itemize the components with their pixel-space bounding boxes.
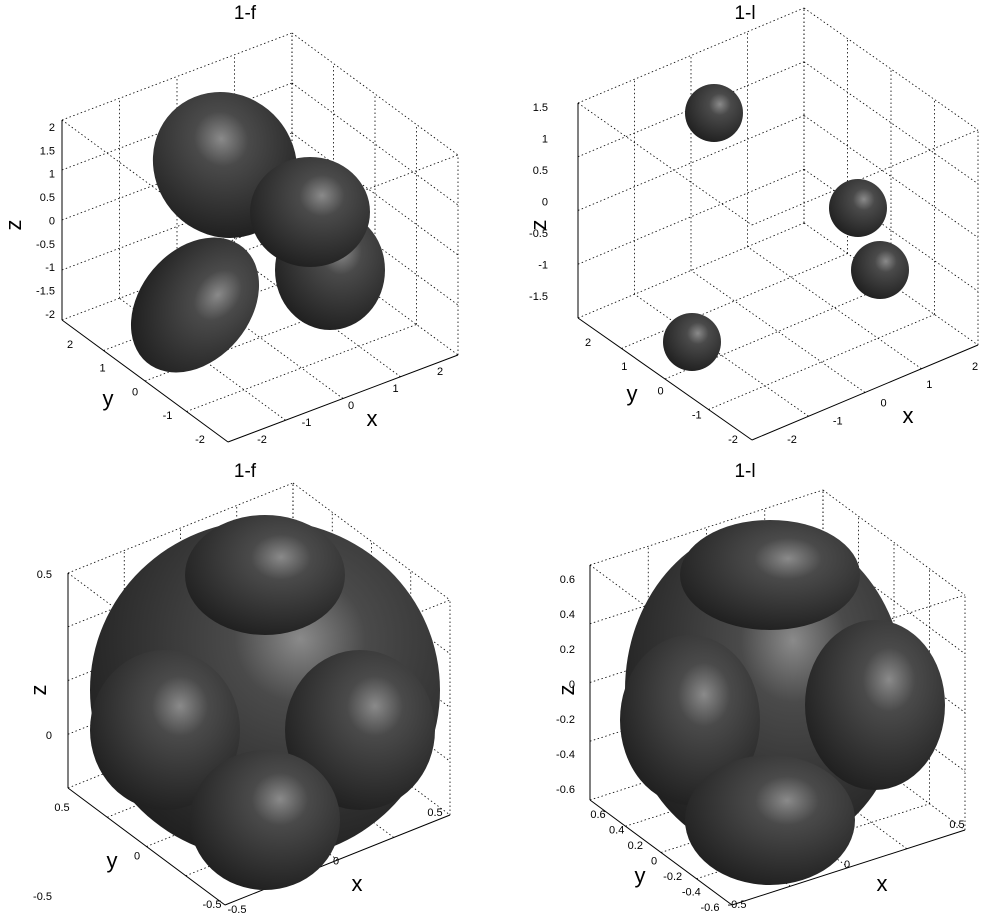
axis-label: z	[1, 220, 26, 231]
surface	[105, 212, 286, 398]
x-tick-label: -2	[787, 434, 797, 446]
x-tick-label: 0	[348, 400, 354, 412]
y-tick-label: 0.2	[628, 840, 643, 852]
axis-label: x	[903, 403, 914, 428]
y-tick-label: 1	[99, 363, 105, 375]
z-tick-label: 1.5	[40, 145, 55, 157]
y-tick-label: -2	[728, 434, 738, 446]
z-tick-label: 1	[542, 133, 548, 145]
x-tick-label: 1	[926, 379, 932, 391]
surface	[185, 515, 345, 635]
z-tick-label: 2	[49, 122, 55, 134]
panel-title: 1-l	[734, 461, 755, 482]
surface	[685, 755, 855, 885]
z-tick-label: -2	[45, 309, 55, 321]
grid-line	[622, 254, 848, 349]
z-tick-label: -0.2	[556, 714, 575, 726]
surface	[685, 84, 743, 142]
surface	[851, 241, 909, 299]
axis-label: y	[635, 863, 646, 888]
axis-label: x	[367, 406, 378, 431]
y-tick-label: -0.5	[203, 899, 222, 911]
axis-label: y	[627, 381, 638, 406]
z-tick-label: 0	[46, 730, 52, 742]
y-tick-label: -0.6	[701, 902, 720, 914]
z-tick-label: -1.5	[529, 291, 548, 303]
x-tick-label: 1	[392, 383, 398, 395]
y-tick-label: 1	[621, 361, 627, 373]
x-tick-label: 0.5	[427, 807, 442, 819]
x-tick-label: -1	[302, 417, 312, 429]
x-tick-label: 2	[972, 361, 978, 373]
y-tick-label: -1	[692, 410, 702, 422]
z-tick-label: -0.4	[556, 749, 575, 761]
x-tick-label: 0	[844, 859, 850, 871]
y-tick-label: 0.4	[609, 824, 624, 836]
panel-title: 1-f	[234, 461, 257, 482]
y-tick-label: 0	[657, 385, 663, 397]
axis-label: y	[107, 848, 118, 873]
x-tick-label: -1	[833, 416, 843, 428]
surface	[680, 520, 860, 630]
axis-label: y	[103, 386, 114, 411]
x-tick-label: -2	[257, 434, 267, 446]
x-tick-label: -0.5	[728, 899, 747, 911]
z-tick-label: -0.6	[556, 784, 575, 796]
y-tick-label: 2	[67, 339, 73, 351]
panel-title: 1-f	[234, 3, 257, 24]
surface	[829, 179, 887, 237]
x-tick-label: 2	[437, 366, 443, 378]
x-tick-label: 0	[880, 397, 886, 409]
z-tick-label: -0.5	[33, 891, 52, 903]
x-tick-label: 0.5	[949, 819, 964, 831]
axis-label: z	[26, 685, 51, 696]
z-tick-label: 0	[569, 679, 575, 691]
axis-line	[228, 355, 458, 442]
y-tick-label: -2	[195, 434, 205, 446]
panel-title: 1-l	[734, 3, 755, 24]
x-tick-label: 0	[333, 855, 339, 867]
y-tick-label: 0	[132, 386, 138, 398]
z-tick-label: 0.5	[533, 165, 548, 177]
z-tick-label: 1	[49, 169, 55, 181]
surface	[663, 313, 721, 371]
z-tick-label: -0.5	[36, 239, 55, 251]
z-tick-label: 0	[542, 196, 548, 208]
z-tick-label: -1	[45, 262, 55, 274]
z-tick-label: 0.6	[560, 574, 575, 586]
y-tick-label: 2	[585, 337, 591, 349]
surface	[805, 620, 945, 790]
y-tick-label: -1	[163, 410, 173, 422]
z-tick-label: -1.5	[36, 286, 55, 298]
y-tick-label: 0.5	[54, 802, 69, 814]
y-tick-label: -0.4	[682, 886, 701, 898]
surface	[250, 157, 370, 267]
z-tick-label: 0	[49, 215, 55, 227]
surface	[190, 750, 340, 890]
z-tick-label: -0.5	[529, 228, 548, 240]
z-tick-label: -1	[538, 259, 548, 271]
axis-label: x	[877, 871, 888, 896]
z-tick-label: 0.5	[37, 569, 52, 581]
x-tick-label: -0.5	[228, 904, 247, 915]
axis-label: x	[352, 871, 363, 896]
z-tick-label: 0.4	[560, 609, 575, 621]
axis-line	[752, 345, 978, 440]
y-tick-label: 0.6	[590, 809, 605, 821]
z-tick-label: 0.2	[560, 644, 575, 656]
y-tick-label: -0.2	[663, 871, 682, 883]
y-tick-label: 0	[134, 850, 140, 862]
z-tick-label: 1.5	[533, 102, 548, 114]
axis-label: z	[554, 685, 579, 696]
z-tick-label: 0.5	[40, 192, 55, 204]
y-tick-label: 0	[651, 855, 657, 867]
figure: 1-f z y x 2 1.5 1 0.5 0 -0.5 -1 -1.5 -2 2 1 0 -1 -2 -2 -1 0 1…	[0, 0, 981, 915]
